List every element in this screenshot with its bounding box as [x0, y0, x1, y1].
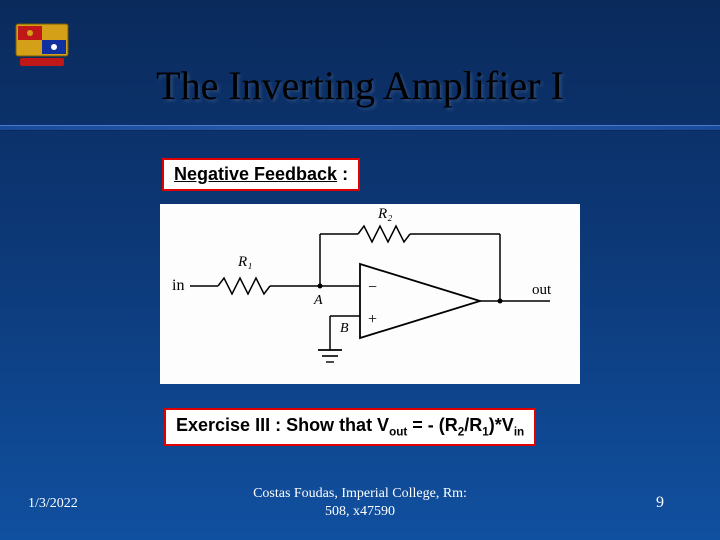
slide-title: The Inverting Amplifier I — [0, 62, 720, 109]
exercise-text-mid: = - (R — [407, 415, 458, 435]
exercise-box: Exercise III : Show that Vout = - (R2/R1… — [164, 408, 536, 446]
subtitle-label: Negative Feedback — [174, 164, 337, 184]
footer-page-number: 9 — [656, 494, 664, 512]
footer-center-line2: 508, x47590 — [0, 503, 720, 521]
exercise-sub-in: in — [514, 426, 524, 439]
circuit-diagram: in R₁ A R₂ − + out B — [160, 204, 580, 384]
footer-center-line1: Costas Foudas, Imperial College, Rm: — [0, 485, 720, 503]
label-plus: + — [368, 311, 377, 328]
label-in: in — [172, 277, 184, 294]
label-r2: R₂ — [377, 206, 392, 222]
exercise-text-prefix: Exercise III : Show that V — [176, 415, 389, 435]
label-out: out — [532, 282, 552, 298]
exercise-sub-out: out — [389, 426, 407, 439]
label-b: B — [340, 321, 349, 336]
label-minus: − — [368, 279, 377, 296]
exercise-text-mid2: /R — [464, 415, 482, 435]
title-underline — [0, 125, 720, 131]
subtitle-box: Negative Feedback : — [162, 158, 360, 191]
subtitle-trailing: : — [337, 164, 348, 184]
footer-center: Costas Foudas, Imperial College, Rm: 508… — [0, 485, 720, 520]
exercise-text-mid3: )*V — [489, 415, 514, 435]
label-r1: R₁ — [237, 254, 252, 270]
label-a: A — [313, 293, 323, 308]
